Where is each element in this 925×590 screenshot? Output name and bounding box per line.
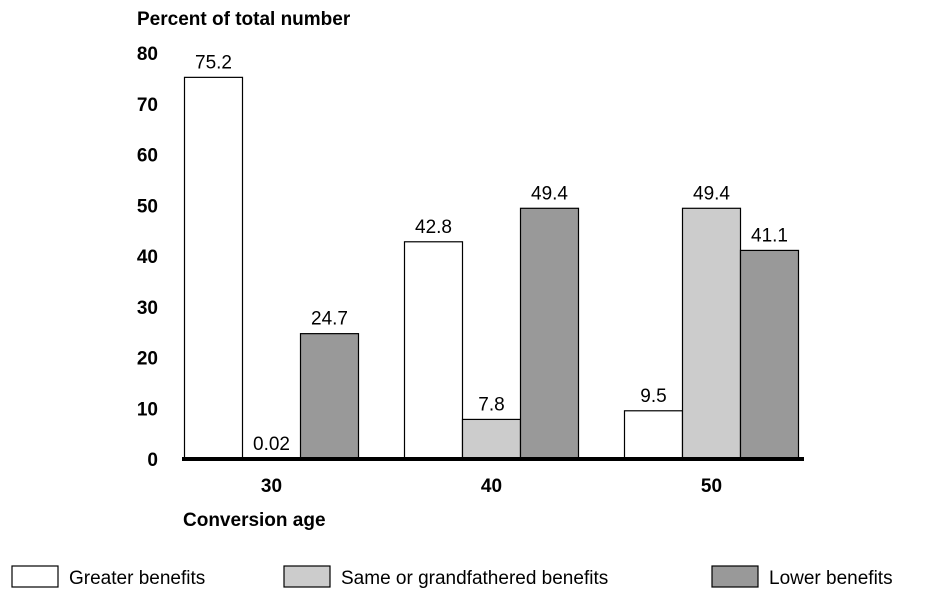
bar bbox=[681, 207, 742, 460]
bar bbox=[623, 410, 684, 460]
data-label: 42.8 bbox=[415, 217, 452, 238]
x-tick-label: 40 bbox=[481, 476, 502, 497]
y-axis-ticks: 0 10 20 30 40 50 60 70 80 bbox=[137, 44, 158, 471]
data-label: 0.02 bbox=[253, 434, 290, 455]
legend-label: Lower benefits bbox=[769, 568, 893, 589]
x-tick-label: 50 bbox=[701, 476, 722, 497]
y-axis-title: Percent of total number bbox=[137, 9, 351, 30]
data-label: 41.1 bbox=[751, 225, 788, 246]
x-axis-title: Conversion age bbox=[183, 510, 326, 531]
bar bbox=[461, 418, 522, 460]
y-tick-label: 0 bbox=[147, 450, 158, 471]
y-tick-label: 40 bbox=[137, 247, 158, 268]
legend-swatch bbox=[11, 565, 59, 588]
legend: Greater benefits Same or grandfathered be… bbox=[11, 565, 893, 589]
legend-label: Greater benefits bbox=[69, 568, 205, 589]
bar bbox=[183, 76, 244, 460]
y-tick-label: 10 bbox=[137, 399, 158, 420]
x-axis-ticks: 30 40 50 bbox=[261, 476, 722, 497]
bars bbox=[183, 76, 800, 460]
bar bbox=[739, 249, 800, 460]
data-label: 24.7 bbox=[311, 309, 348, 330]
data-label: 75.2 bbox=[195, 52, 232, 73]
bar bbox=[299, 333, 360, 460]
legend-swatch bbox=[283, 565, 331, 588]
data-label: 49.4 bbox=[693, 183, 730, 204]
y-tick-label: 20 bbox=[137, 349, 158, 370]
y-tick-label: 70 bbox=[137, 95, 158, 116]
bar bbox=[519, 207, 580, 460]
legend-label: Same or grandfathered benefits bbox=[341, 568, 608, 589]
y-tick-label: 80 bbox=[137, 44, 158, 65]
x-tick-label: 30 bbox=[261, 476, 282, 497]
data-label: 7.8 bbox=[478, 394, 504, 415]
bar bbox=[403, 241, 464, 460]
data-label: 9.5 bbox=[640, 386, 666, 407]
y-tick-label: 30 bbox=[137, 298, 158, 319]
legend-swatch bbox=[711, 565, 759, 588]
y-tick-label: 60 bbox=[137, 146, 158, 167]
y-tick-label: 50 bbox=[137, 196, 158, 217]
data-labels: 75.2 42.8 9.5 0.02 7.8 49.4 24.7 49.4 41.1 bbox=[195, 52, 788, 455]
data-label: 49.4 bbox=[531, 183, 568, 204]
